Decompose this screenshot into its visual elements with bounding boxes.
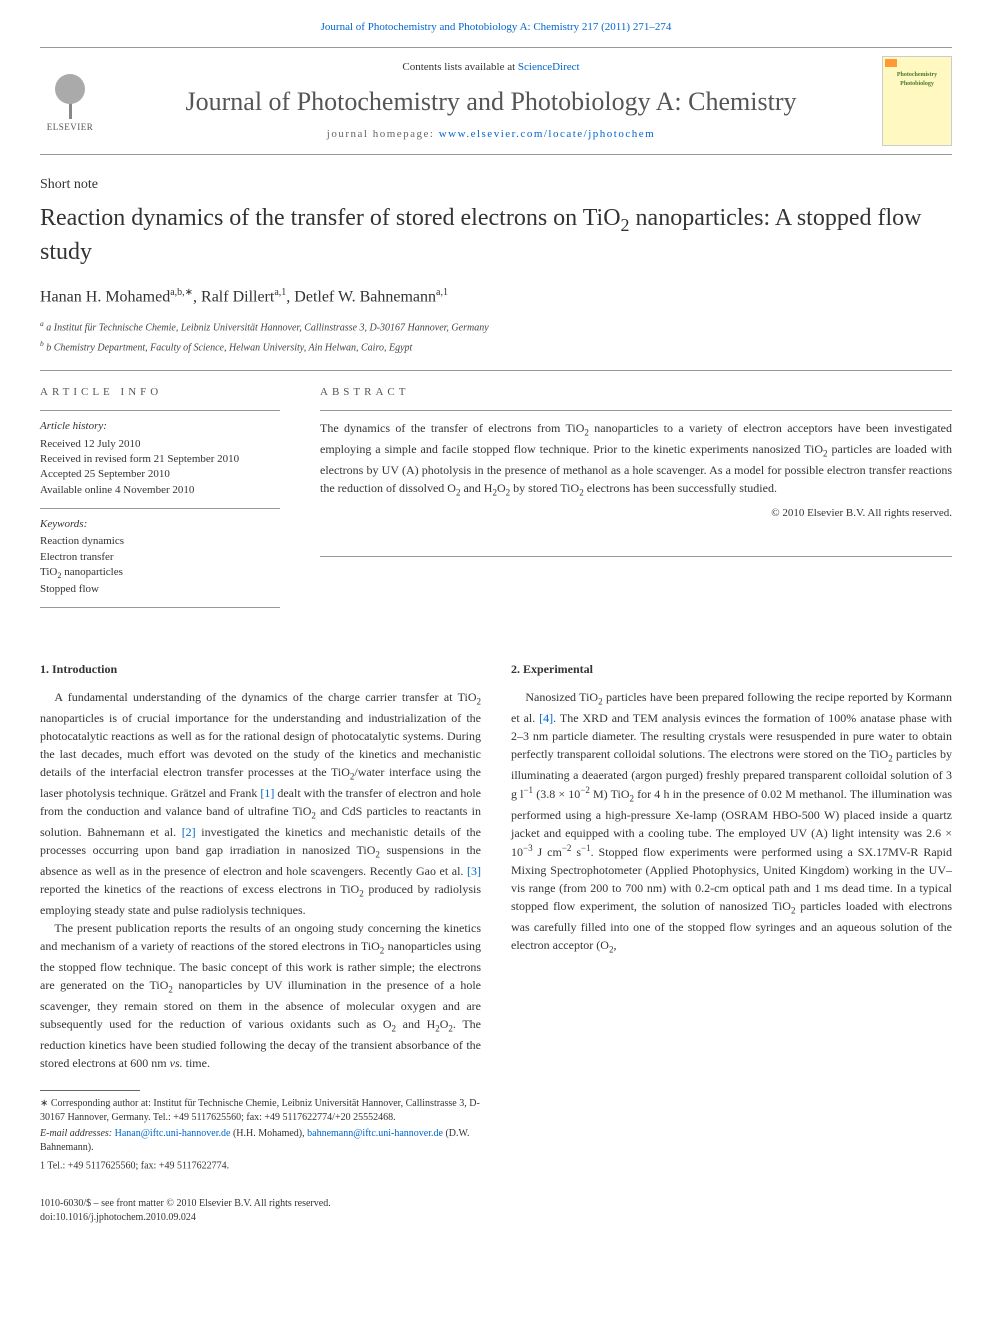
- header-citation: Journal of Photochemistry and Photobiolo…: [40, 20, 952, 35]
- homepage-link[interactable]: www.elsevier.com/locate/jphotochem: [439, 128, 655, 140]
- footer-block: 1010-6030/$ – see front matter © 2010 El…: [40, 1197, 481, 1225]
- homepage-line: journal homepage: www.elsevier.com/locat…: [120, 127, 862, 142]
- history-revised: Received in revised form 21 September 20…: [40, 452, 280, 467]
- abstract-block: ABSTRACT The dynamics of the transfer of…: [320, 385, 952, 617]
- history-accepted: Accepted 25 September 2010: [40, 467, 280, 482]
- homepage-prefix: journal homepage:: [327, 128, 439, 140]
- footnote-emails: E-mail addresses: Hanan@iftc.uni-hannove…: [40, 1127, 481, 1155]
- footnote-tel: 1 Tel.: +49 5117625560; fax: +49 5117622…: [40, 1157, 481, 1173]
- body-columns: 1. Introduction A fundamental understand…: [40, 646, 952, 1224]
- history-online: Available online 4 November 2010: [40, 483, 280, 498]
- masthead: ELSEVIER Contents lists available at Sci…: [40, 47, 952, 155]
- journal-name: Journal of Photochemistry and Photobiolo…: [120, 86, 862, 117]
- masthead-center: Contents lists available at ScienceDirec…: [120, 60, 862, 142]
- section-2-heading: 2. Experimental: [511, 660, 952, 678]
- elsevier-tree-icon: [45, 69, 95, 119]
- contents-prefix: Contents lists available at: [402, 61, 517, 73]
- meta-row: ARTICLE INFO Article history: Received 1…: [40, 370, 952, 617]
- section-1-p2-part1: The present publication reports the resu…: [40, 919, 481, 1072]
- section-1-heading: 1. Introduction: [40, 660, 481, 678]
- cover-text-1: Photochemistry: [887, 71, 947, 79]
- keyword-2: Electron transfer: [40, 550, 280, 565]
- affiliation-a: a a Institut für Technische Chemie, Leib…: [40, 319, 952, 335]
- footnote-corresponding: ∗ Corresponding author at: Institut für …: [40, 1097, 481, 1125]
- article-title: Reaction dynamics of the transfer of sto…: [40, 203, 952, 268]
- footnote-rule: [40, 1090, 140, 1091]
- abstract-text: The dynamics of the transfer of electron…: [320, 419, 952, 500]
- email-link-1[interactable]: Hanan@iftc.uni-hannover.de: [115, 1128, 231, 1139]
- cover-text-2: Photobiology: [887, 80, 947, 88]
- keyword-3: TiO2 nanoparticles: [40, 565, 280, 582]
- section-1-p1: A fundamental understanding of the dynam…: [40, 688, 481, 918]
- footer-front-matter: 1010-6030/$ – see front matter © 2010 El…: [40, 1197, 481, 1211]
- section-2-p1: Nanosized TiO2 particles have been prepa…: [511, 688, 952, 956]
- abstract-copyright: © 2010 Elsevier B.V. All rights reserved…: [320, 506, 952, 521]
- article-section-label: Short note: [40, 175, 952, 195]
- contents-line: Contents lists available at ScienceDirec…: [120, 60, 862, 75]
- journal-cover-thumb: Photochemistry Photobiology: [882, 56, 952, 146]
- authors: Hanan H. Mohameda,b,∗, Ralf Dillerta,1, …: [40, 286, 952, 309]
- header-citation-link[interactable]: Journal of Photochemistry and Photobiolo…: [321, 21, 672, 33]
- history-label: Article history:: [40, 419, 280, 434]
- history-received: Received 12 July 2010: [40, 437, 280, 452]
- publisher-name: ELSEVIER: [47, 121, 94, 134]
- keyword-4: Stopped flow: [40, 582, 280, 597]
- keyword-1: Reaction dynamics: [40, 534, 280, 549]
- email-link-2[interactable]: bahnemann@iftc.uni-hannover.de: [307, 1128, 443, 1139]
- sciencedirect-link[interactable]: ScienceDirect: [518, 61, 580, 73]
- article-info-block: ARTICLE INFO Article history: Received 1…: [40, 385, 280, 617]
- keywords-label: Keywords:: [40, 517, 280, 532]
- article-info-heading: ARTICLE INFO: [40, 385, 280, 400]
- footer-doi: doi:10.1016/j.jphotochem.2010.09.024: [40, 1211, 481, 1225]
- abstract-heading: ABSTRACT: [320, 385, 952, 400]
- publisher-logo: ELSEVIER: [40, 66, 100, 136]
- affiliation-b: b b Chemistry Department, Faculty of Sci…: [40, 339, 952, 355]
